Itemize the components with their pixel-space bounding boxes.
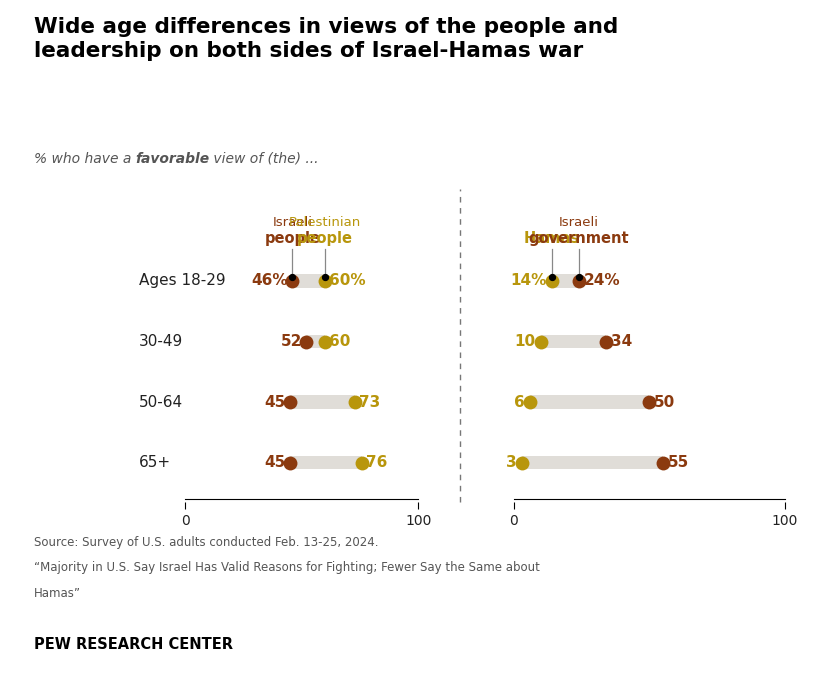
Text: people: people (265, 231, 320, 247)
Text: people: people (297, 231, 353, 247)
Point (355, 458, 369, 468)
Point (300, 336, 313, 347)
Text: Hamas: Hamas (523, 231, 580, 247)
Point (545, 276, 559, 286)
Point (318, 276, 332, 286)
Text: 65+: 65+ (139, 455, 171, 470)
Text: 50: 50 (654, 395, 675, 410)
Text: PEW RESEARCH CENTER: PEW RESEARCH CENTER (34, 637, 233, 652)
Point (515, 458, 528, 468)
Text: Hamas”: Hamas” (34, 587, 81, 600)
Bar (307, 335, 325, 348)
Point (599, 336, 612, 347)
Point (545, 272, 559, 282)
Bar (292, 274, 325, 288)
Text: favorable: favorable (135, 152, 209, 166)
Text: 60: 60 (329, 334, 350, 349)
Bar (530, 396, 649, 409)
Point (283, 397, 297, 408)
Text: 50-64: 50-64 (139, 395, 183, 410)
Text: 76: 76 (366, 455, 388, 470)
Point (318, 272, 332, 282)
Text: 46%: 46% (251, 274, 288, 288)
Text: Ages 18-29: Ages 18-29 (139, 274, 225, 288)
Point (318, 336, 332, 347)
Point (523, 397, 537, 408)
Text: 24%: 24% (584, 274, 620, 288)
Text: 73: 73 (360, 395, 381, 410)
Point (656, 458, 669, 468)
Text: 45: 45 (265, 395, 286, 410)
Text: government: government (528, 231, 629, 247)
Point (283, 458, 297, 468)
Text: Israeli: Israeli (272, 216, 312, 229)
Text: 34: 34 (611, 334, 632, 349)
Point (349, 397, 362, 408)
Text: 60%: 60% (329, 274, 366, 288)
Text: 30-49: 30-49 (139, 334, 183, 349)
Text: 6: 6 (514, 395, 525, 410)
Text: 52: 52 (281, 334, 302, 349)
Text: 10: 10 (515, 334, 536, 349)
Text: 3: 3 (507, 455, 517, 470)
Text: 14%: 14% (511, 274, 547, 288)
Bar (290, 456, 362, 469)
Point (534, 336, 548, 347)
Point (286, 272, 299, 282)
Text: Palestinian: Palestinian (289, 216, 361, 229)
Bar (290, 396, 355, 409)
Point (643, 397, 656, 408)
Text: “Majority in U.S. Say Israel Has Valid Reasons for Fighting; Fewer Say the Same : “Majority in U.S. Say Israel Has Valid R… (34, 561, 539, 574)
Text: % who have a: % who have a (34, 152, 135, 166)
Point (572, 276, 585, 286)
Text: 55: 55 (668, 455, 689, 470)
Bar (552, 274, 579, 288)
Point (572, 272, 585, 282)
Text: 45: 45 (265, 455, 286, 470)
Text: Wide age differences in views of the people and
leadership on both sides of Isra: Wide age differences in views of the peo… (34, 17, 618, 61)
Text: Source: Survey of U.S. adults conducted Feb. 13-25, 2024.: Source: Survey of U.S. adults conducted … (34, 536, 378, 549)
Bar (541, 335, 606, 348)
Text: view of (the) ...: view of (the) ... (209, 152, 319, 166)
Text: Israeli: Israeli (559, 216, 599, 229)
Point (286, 276, 299, 286)
Bar (522, 456, 663, 469)
